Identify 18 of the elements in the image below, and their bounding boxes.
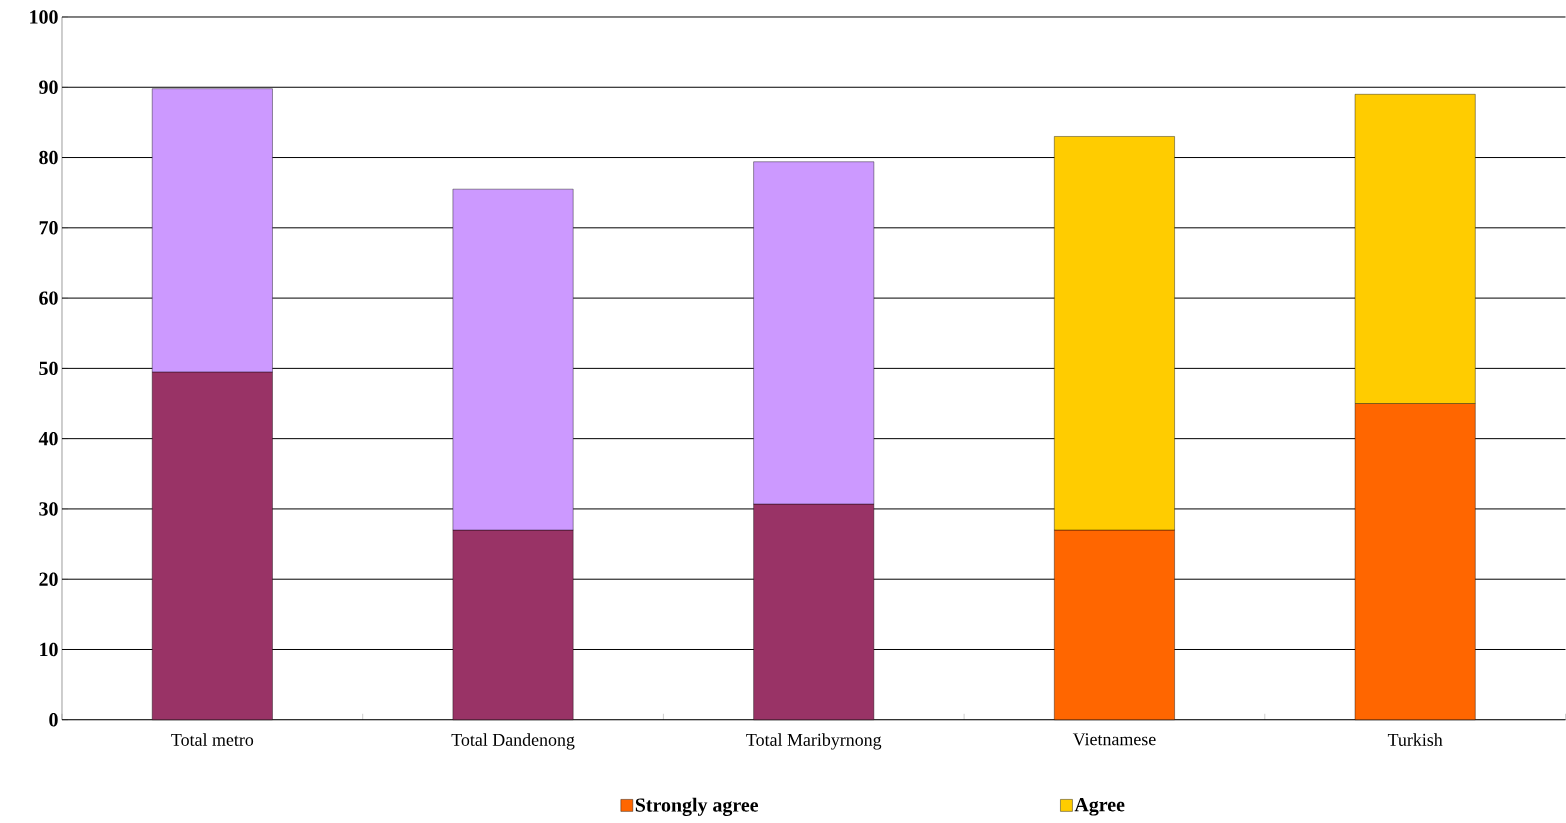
y-tick-label: 30 — [39, 502, 58, 516]
legend-label: Strongly agree — [635, 797, 759, 817]
y-tick-label: 60 — [39, 291, 58, 305]
y-tick-label: 20 — [39, 572, 58, 587]
y-tick-label: 40 — [38, 432, 58, 446]
y-tick-label: 0 — [49, 713, 58, 727]
x-tick-label: Vietnamese — [1072, 733, 1156, 746]
legend-label: Agree — [1074, 798, 1125, 816]
y-tick-label: 80 — [39, 150, 58, 165]
y-tick-label: 10 — [40, 642, 58, 657]
y-tick-label: 90 — [39, 80, 58, 95]
y-tick-label: 70 — [39, 221, 58, 235]
y-tick-label: 50 — [39, 361, 58, 376]
x-tick-label: Turkish — [1387, 733, 1443, 747]
x-tick-label: Total metro — [171, 733, 254, 747]
y-tick-label: 100 — [30, 10, 58, 24]
x-tick-label: Total Maribyrnong — [746, 733, 882, 750]
x-tick-label: Total Dandenong — [451, 733, 575, 750]
